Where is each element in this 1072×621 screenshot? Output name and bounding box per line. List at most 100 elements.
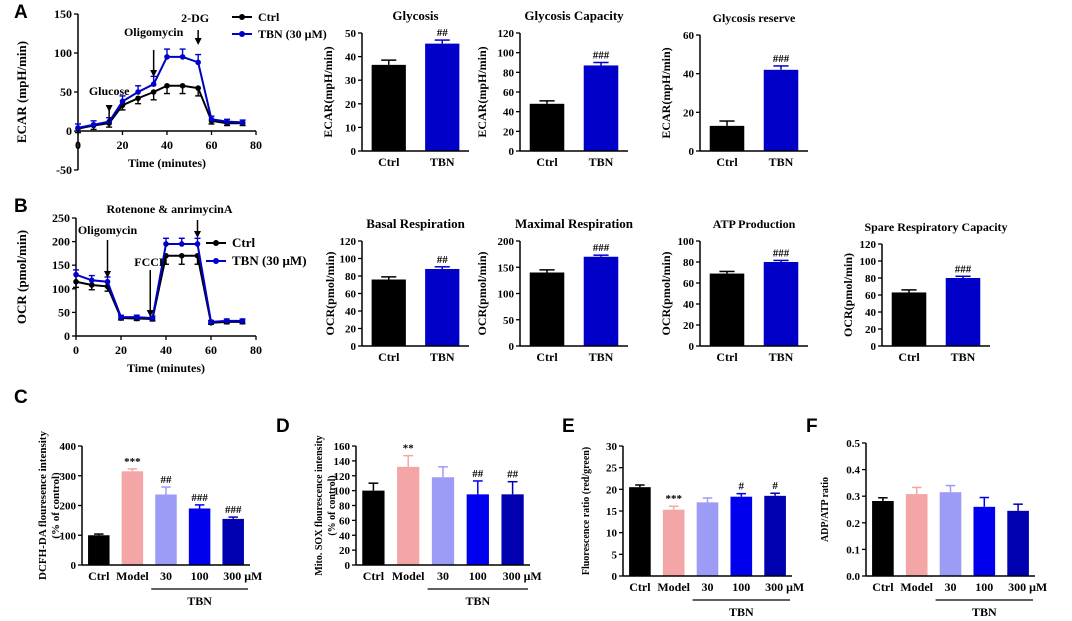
chart-B2: Basal Respiration OCR(pmol/min) Ctrl ## TBN 0… xyxy=(323,216,469,364)
x-tick-label: 300 μM xyxy=(765,580,804,594)
y-tick-label: 40 xyxy=(683,69,695,81)
bar-100 xyxy=(973,506,996,576)
y-tick-label: 150 xyxy=(54,7,72,21)
y-tick-label: 40 xyxy=(865,307,877,319)
data-point xyxy=(178,252,185,259)
group-label: TBN xyxy=(465,594,490,608)
y-tick-label: 100 xyxy=(498,289,515,301)
data-point xyxy=(164,82,170,89)
x-tick-label: TBN xyxy=(430,155,455,169)
x-tick-label: Ctrl xyxy=(378,155,400,169)
arrow-head xyxy=(104,271,111,278)
legend-label: Ctrl xyxy=(258,10,280,24)
data-point xyxy=(239,318,246,324)
bar-tbn xyxy=(425,269,460,346)
y-tick-label: 10 xyxy=(606,528,618,540)
data-point xyxy=(133,314,140,320)
x-tick-label: Ctrl xyxy=(716,350,738,364)
x-axis-title: Time (minutes) xyxy=(128,156,206,170)
data-point xyxy=(179,82,186,89)
x-tick-label: Ctrl xyxy=(88,569,110,583)
y-tick-label: 50 xyxy=(503,315,515,327)
panel-letter-a: A xyxy=(14,2,28,23)
x-tick-label: 20 xyxy=(117,138,129,152)
y-tick-label: 60 xyxy=(683,30,695,42)
y-tick-label: 80 xyxy=(503,67,515,79)
y-tick-label: 50 xyxy=(58,305,70,319)
bar-tbn xyxy=(583,256,619,346)
chart-A2: Glycosis ECAR(mpH/min) Ctrl ## TBN 0 10 20 30 40 5… xyxy=(321,8,469,169)
y-tick-label: 30 xyxy=(606,441,618,453)
y-tick-label: 0 xyxy=(66,124,72,138)
chart-D: Mito. SOX flourescence intensity (% of co… xyxy=(314,435,542,608)
x-tick-label: Ctrl xyxy=(872,580,894,594)
data-point xyxy=(88,277,95,284)
bar-ctrl xyxy=(709,125,745,151)
y-tick-label: 0 xyxy=(71,560,77,572)
y-tick-label: 0 xyxy=(612,571,618,583)
y-tick-label: 40 xyxy=(683,299,695,311)
x-tick-label: TBN xyxy=(589,155,614,169)
annotation-label: Glucose xyxy=(89,84,130,98)
y-tick-label: 160 xyxy=(334,441,351,453)
x-tick-label: Ctrl xyxy=(716,155,738,169)
y-tick-label: 100 xyxy=(334,486,351,498)
significance-label: ### xyxy=(955,263,972,275)
y-tick-label: 40 xyxy=(339,530,351,542)
bar-tbn xyxy=(945,278,981,346)
significance-label: ## xyxy=(161,474,173,486)
y-tick-label: 100 xyxy=(54,46,72,60)
y-tick-label: 60 xyxy=(339,515,351,527)
bar-ctrl xyxy=(709,273,745,346)
y-tick-label: 80 xyxy=(865,273,877,285)
legend-marker xyxy=(239,14,245,20)
data-point xyxy=(208,319,214,325)
chart-title: Spare Respiratory Capacity xyxy=(864,220,1007,234)
data-point xyxy=(73,278,79,285)
y-tick-label: 0.0 xyxy=(846,571,860,583)
arrow-head xyxy=(150,70,158,77)
x-tick-label: 80 xyxy=(250,343,262,357)
panel-letter-f: F xyxy=(806,416,818,437)
y-tick-label: 0 xyxy=(64,329,70,343)
x-tick-label: Model xyxy=(392,569,425,583)
data-point xyxy=(88,282,95,288)
chart-B4: ATP Production OCR(pmol/min) Ctrl ### TBN 0 20… xyxy=(659,217,808,364)
y-tick-label: 300 xyxy=(60,471,77,483)
x-tick-label: Ctrl xyxy=(629,580,651,594)
bar-30 xyxy=(155,494,177,565)
bar-model xyxy=(397,466,420,565)
y-tick-label: 30 xyxy=(345,75,357,87)
x-tick-label: TBN xyxy=(951,350,976,364)
bar-ctrl xyxy=(362,490,385,565)
y-tick-label: 0 xyxy=(351,341,357,353)
x-tick-label: Model xyxy=(116,569,149,583)
x-tick-label: 20 xyxy=(115,343,127,357)
x-tick-label: 40 xyxy=(160,343,172,357)
y-tick-label: 40 xyxy=(345,52,357,64)
y-tick-label: 200 xyxy=(60,501,77,513)
chart-title: Basal Respiration xyxy=(366,216,465,231)
y-tick-label: 150 xyxy=(498,262,515,274)
x-tick-label: 30 xyxy=(437,569,449,583)
data-point xyxy=(178,241,185,247)
bar-tbn xyxy=(583,65,619,151)
legend-marker xyxy=(213,258,219,264)
x-tick-label: 30 xyxy=(702,580,714,594)
chart-title: Glycosis xyxy=(392,8,438,23)
x-tick-label: 80 xyxy=(250,138,262,152)
legend-label: Ctrl xyxy=(232,235,255,250)
annotation-label: FCCP xyxy=(134,255,166,269)
y-tick-label: 60 xyxy=(345,289,357,301)
chart-E: Fluorescence ratio (red/green) Ctrl *** Mod… xyxy=(581,441,804,619)
y-tick-label: 0.4 xyxy=(846,465,860,477)
data-point xyxy=(135,89,141,95)
y-axis-title: OCR (pmol/min) xyxy=(14,230,29,324)
y-tick-label: 0 xyxy=(871,341,877,353)
x-tick-label: TBN xyxy=(769,155,794,169)
x-tick-label: Model xyxy=(900,580,933,594)
x-tick-label: 0 xyxy=(73,343,79,357)
bar-ctrl xyxy=(88,535,110,565)
chart-A3: Glycosis Capacity ECAR(mpH/min) Ctrl ### TBN… xyxy=(475,8,628,169)
